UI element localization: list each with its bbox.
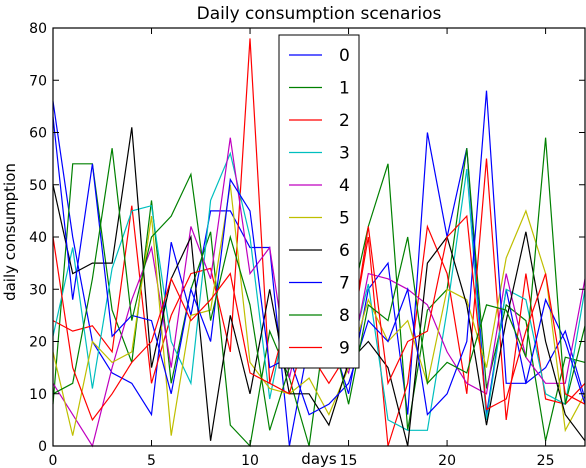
y-tick-label-6: 60 <box>29 126 47 142</box>
legend-label-8: 8 <box>339 306 350 326</box>
legend-label-7: 7 <box>339 274 350 294</box>
x-tick-label-0: 0 <box>49 453 58 468</box>
legend-label-5: 5 <box>339 209 350 229</box>
legend-label-3: 3 <box>339 144 350 164</box>
legend-label-2: 2 <box>339 111 350 131</box>
plot-frame <box>52 27 586 447</box>
x-tick-label-5: 25 <box>537 453 555 468</box>
legend-label-9: 9 <box>339 339 350 359</box>
y-tick-label-3: 30 <box>29 282 47 298</box>
series-line-5 <box>52 184 586 436</box>
y-axis-label: daily consumption <box>1 163 19 301</box>
series-line-7 <box>52 90 586 416</box>
legend-label-1: 1 <box>339 79 350 99</box>
legend-box <box>278 34 360 369</box>
x-tick-label-3: 15 <box>340 453 358 468</box>
y-tick-label-4: 40 <box>29 230 47 246</box>
legend-label-4: 4 <box>339 176 350 196</box>
y-tick-label-1: 10 <box>29 387 47 403</box>
y-tick-label-5: 50 <box>29 178 47 194</box>
legend-label-0: 0 <box>339 46 350 66</box>
legend-label-6: 6 <box>339 241 350 261</box>
x-tick-label-4: 20 <box>438 453 456 468</box>
y-tick-label-2: 20 <box>29 335 47 351</box>
x-tick-label-2: 10 <box>241 453 259 468</box>
x-tick-label-1: 5 <box>147 453 156 468</box>
y-tick-label-0: 0 <box>38 439 47 455</box>
x-axis-label: days <box>301 450 337 468</box>
y-tick-label-7: 70 <box>29 73 47 89</box>
legend: 0 1 2 3 4 5 6 7 8 9 <box>278 34 360 369</box>
y-tick-label-8: 80 <box>29 21 47 37</box>
chart-title: Daily consumption scenarios <box>197 4 442 24</box>
